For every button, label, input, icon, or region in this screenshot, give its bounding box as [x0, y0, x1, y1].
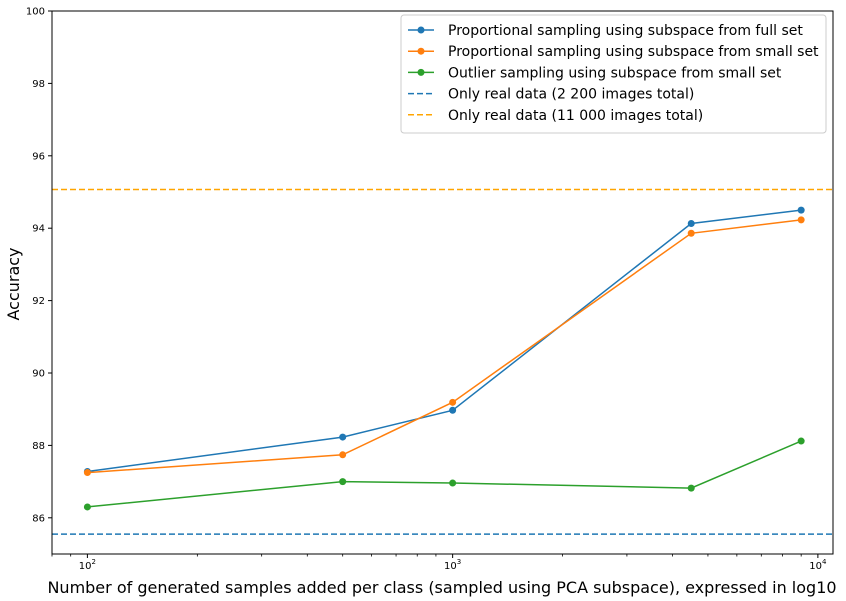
y-tick-label: 92: [32, 296, 45, 307]
y-tick-label: 96: [32, 151, 45, 162]
data-point-0-2: [449, 406, 457, 414]
data-point-0-1: [339, 433, 347, 441]
x-tick-label: 104: [809, 558, 827, 572]
y-tick-label: 86: [32, 513, 45, 524]
legend-marker-0: [417, 26, 425, 34]
data-point-1-2: [449, 398, 457, 406]
legend-box: [400, 14, 827, 134]
data-point-0-3: [687, 219, 695, 227]
data-point-1-1: [339, 451, 347, 459]
y-tick-label: 100: [26, 7, 45, 18]
legend-label-3: Only real data (2 200 images total): [448, 87, 694, 103]
legend: Proportional sampling using subspace fro…: [400, 14, 827, 134]
axes: 86 88 90 92 94 96 98 100 102 103 104: [26, 7, 827, 573]
x-tick-label: 102: [79, 558, 96, 572]
legend-label-4: Only real data (11 000 images total): [448, 108, 703, 124]
legend-label-2: Outlier sampling using subspace from sma…: [448, 65, 782, 81]
plot-frame: [51, 10, 834, 555]
data-point-1-3: [687, 229, 695, 237]
y-tick-label: 98: [32, 79, 45, 90]
data-point-2-1: [339, 478, 347, 486]
x-tick-label: 103: [444, 558, 461, 572]
plot-area: [52, 188, 833, 535]
legend-label-0: Proportional sampling using subspace fro…: [448, 23, 803, 39]
y-tick-label: 94: [32, 224, 45, 235]
legend-marker-1: [417, 47, 425, 55]
data-point-2-0: [83, 503, 91, 511]
y-axis-title: Accuracy: [4, 247, 23, 320]
x-axis-title: Number of generated samples added per cl…: [47, 578, 836, 597]
data-point-1-0: [83, 469, 91, 477]
data-point-2-2: [449, 479, 457, 487]
legend-label-1: Proportional sampling using subspace fro…: [448, 44, 819, 60]
data-point-0-4: [797, 206, 805, 214]
data-point-2-4: [797, 437, 805, 445]
legend-marker-2: [417, 68, 425, 76]
data-point-2-3: [687, 484, 695, 492]
y-tick-label: 90: [32, 369, 45, 380]
data-point-1-4: [797, 216, 805, 224]
y-tick-label: 88: [32, 441, 45, 452]
